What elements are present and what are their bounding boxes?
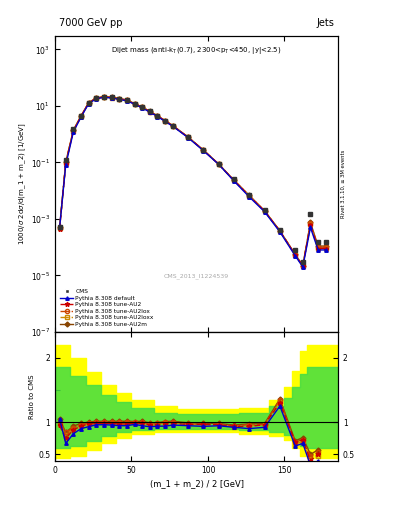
Y-axis label: 1000/$\sigma$ 2d$\sigma$/d(m_1 + m_2) [1/GeV]: 1000/$\sigma$ 2d$\sigma$/d(m_1 + m_2) [1… <box>18 122 28 245</box>
Y-axis label: Rivet 3.1.10, ≥ 3M events: Rivet 3.1.10, ≥ 3M events <box>341 150 346 218</box>
Text: CMS_2013_I1224539: CMS_2013_I1224539 <box>164 273 229 279</box>
Y-axis label: Ratio to CMS: Ratio to CMS <box>29 374 35 419</box>
Text: Dijet mass (anti-k$_\mathsf{T}$(0.7), 2300<p$_\mathsf{T}$<450, |y|<2.5): Dijet mass (anti-k$_\mathsf{T}$(0.7), 23… <box>111 45 282 56</box>
Text: 7000 GeV pp: 7000 GeV pp <box>59 18 123 28</box>
Text: Jets: Jets <box>316 18 334 28</box>
Legend: CMS, Pythia 8.308 default, Pythia 8.308 tune-AU2, Pythia 8.308 tune-AU2lox, Pyth: CMS, Pythia 8.308 default, Pythia 8.308 … <box>58 287 156 329</box>
X-axis label: (m_1 + m_2) / 2 [GeV]: (m_1 + m_2) / 2 [GeV] <box>149 479 244 488</box>
